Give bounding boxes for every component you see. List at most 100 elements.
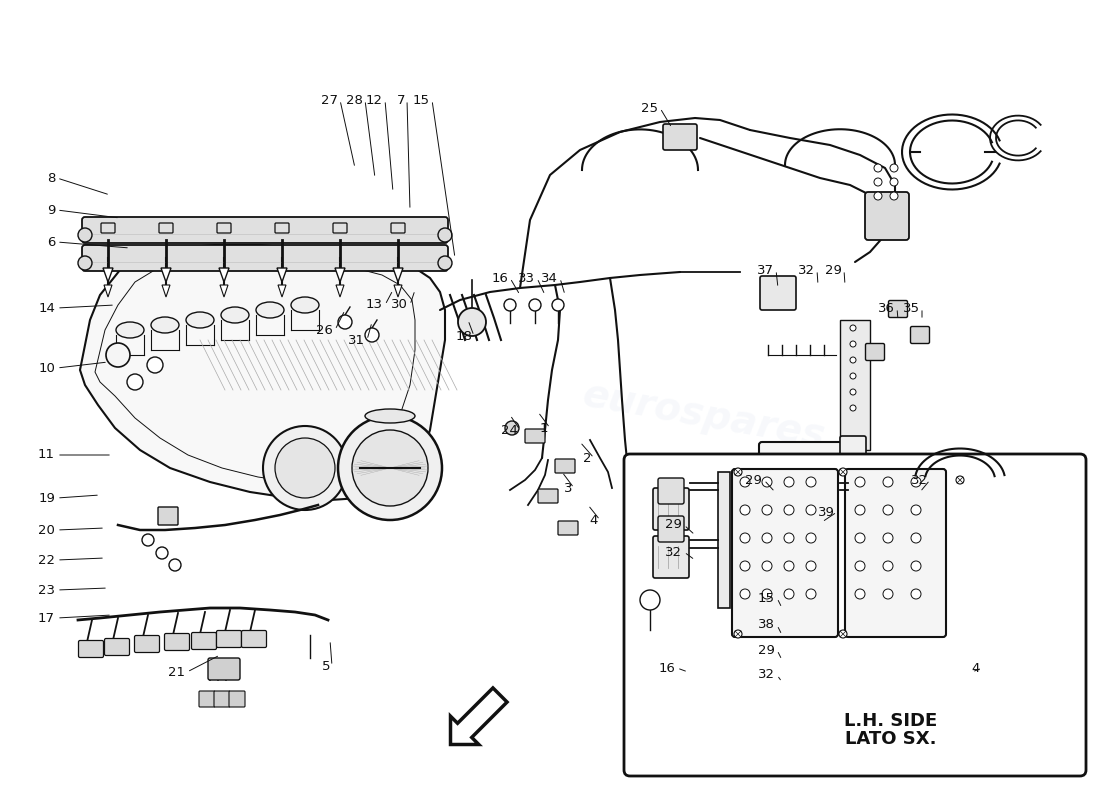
Text: 8: 8: [46, 171, 55, 185]
Text: 18: 18: [455, 330, 472, 342]
Text: 32: 32: [758, 669, 776, 682]
Text: 16: 16: [658, 662, 675, 674]
Text: 32: 32: [911, 474, 928, 486]
Circle shape: [911, 589, 921, 599]
Circle shape: [78, 256, 92, 270]
Circle shape: [855, 533, 865, 543]
FancyBboxPatch shape: [653, 536, 689, 578]
FancyBboxPatch shape: [889, 301, 908, 318]
Circle shape: [458, 308, 486, 336]
Circle shape: [505, 421, 519, 435]
Circle shape: [784, 477, 794, 487]
Ellipse shape: [186, 312, 214, 328]
Text: 33: 33: [518, 271, 535, 285]
FancyBboxPatch shape: [556, 459, 575, 473]
Circle shape: [147, 357, 163, 373]
Polygon shape: [718, 472, 730, 608]
Circle shape: [911, 533, 921, 543]
FancyBboxPatch shape: [653, 488, 689, 530]
Text: 30: 30: [392, 298, 408, 311]
Circle shape: [169, 559, 182, 571]
Text: 9: 9: [46, 203, 55, 217]
Text: 24: 24: [502, 423, 518, 437]
FancyBboxPatch shape: [165, 634, 189, 650]
FancyBboxPatch shape: [82, 245, 448, 271]
FancyBboxPatch shape: [624, 454, 1086, 776]
FancyBboxPatch shape: [217, 223, 231, 233]
FancyBboxPatch shape: [760, 276, 796, 310]
Circle shape: [890, 178, 898, 186]
FancyBboxPatch shape: [104, 638, 130, 655]
Text: 29: 29: [758, 643, 776, 657]
Polygon shape: [451, 688, 507, 745]
Circle shape: [365, 328, 380, 342]
Text: 7: 7: [396, 94, 405, 106]
Text: 32: 32: [798, 263, 815, 277]
Polygon shape: [104, 285, 112, 297]
Ellipse shape: [116, 322, 144, 338]
Text: 14: 14: [39, 302, 55, 314]
FancyBboxPatch shape: [759, 442, 843, 548]
Circle shape: [740, 477, 750, 487]
Circle shape: [784, 533, 794, 543]
Circle shape: [850, 373, 856, 379]
Circle shape: [883, 533, 893, 543]
Circle shape: [911, 505, 921, 515]
Circle shape: [352, 430, 428, 506]
Text: 31: 31: [348, 334, 365, 346]
Text: 4: 4: [590, 514, 598, 526]
Text: 32: 32: [666, 546, 682, 558]
Circle shape: [762, 505, 772, 515]
Circle shape: [855, 505, 865, 515]
FancyBboxPatch shape: [229, 691, 245, 707]
Circle shape: [956, 476, 964, 484]
Circle shape: [740, 589, 750, 599]
FancyBboxPatch shape: [214, 691, 230, 707]
Circle shape: [640, 590, 660, 610]
Polygon shape: [277, 268, 287, 282]
Circle shape: [850, 357, 856, 363]
Text: 29: 29: [825, 263, 842, 277]
Circle shape: [850, 405, 856, 411]
Circle shape: [438, 228, 452, 242]
Text: 20: 20: [39, 523, 55, 537]
FancyBboxPatch shape: [663, 124, 697, 150]
Ellipse shape: [292, 297, 319, 313]
Circle shape: [275, 438, 336, 498]
Circle shape: [806, 533, 816, 543]
Text: 37: 37: [757, 263, 774, 277]
Circle shape: [106, 343, 130, 367]
Circle shape: [874, 178, 882, 186]
Circle shape: [740, 561, 750, 571]
FancyBboxPatch shape: [134, 635, 159, 653]
FancyBboxPatch shape: [242, 630, 266, 647]
Polygon shape: [80, 245, 446, 500]
Circle shape: [839, 630, 847, 638]
FancyBboxPatch shape: [78, 641, 103, 658]
Circle shape: [784, 589, 794, 599]
FancyBboxPatch shape: [333, 223, 346, 233]
FancyBboxPatch shape: [658, 478, 684, 504]
Circle shape: [806, 561, 816, 571]
Text: 22: 22: [39, 554, 55, 566]
Circle shape: [911, 561, 921, 571]
Circle shape: [890, 164, 898, 172]
Circle shape: [883, 589, 893, 599]
Circle shape: [855, 477, 865, 487]
Text: 21: 21: [168, 666, 185, 678]
Text: 15: 15: [758, 591, 776, 605]
Ellipse shape: [365, 409, 415, 423]
Circle shape: [762, 561, 772, 571]
Text: 19: 19: [39, 491, 55, 505]
Circle shape: [740, 533, 750, 543]
Circle shape: [734, 630, 742, 638]
FancyBboxPatch shape: [865, 192, 909, 240]
FancyBboxPatch shape: [558, 521, 578, 535]
Circle shape: [142, 534, 154, 546]
Text: 6: 6: [46, 235, 55, 249]
FancyBboxPatch shape: [217, 630, 242, 647]
Text: 12: 12: [366, 94, 383, 106]
FancyBboxPatch shape: [845, 469, 946, 637]
Text: LATO SX.: LATO SX.: [845, 730, 937, 748]
Text: 1: 1: [539, 422, 548, 434]
